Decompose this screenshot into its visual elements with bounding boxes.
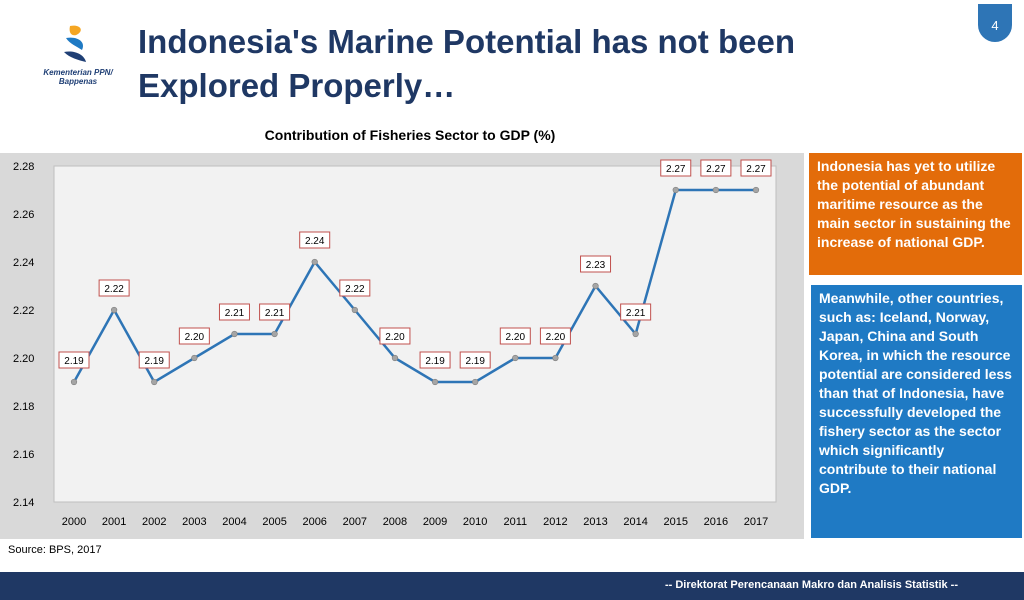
data-label: 2.21 [225,308,245,319]
y-tick-label: 2.16 [13,449,34,461]
data-point [70,378,78,386]
x-tick-label: 2017 [744,516,768,528]
data-label: 2.20 [506,332,526,343]
data-label-box [580,255,612,273]
data-label: 2.21 [265,308,285,319]
data-label-box [58,351,90,369]
data-label-box [539,327,571,345]
y-tick-label: 2.22 [13,305,34,317]
data-label: 2.19 [465,356,485,367]
data-label-box [178,327,210,345]
x-tick-label: 2000 [62,516,86,528]
y-tick-label: 2.28 [13,161,34,173]
x-tick-label: 2014 [623,516,647,528]
data-label: 2.20 [546,332,566,343]
data-point [351,306,358,314]
data-label-box [379,327,411,345]
data-label: 2.27 [666,164,686,175]
y-tick-label: 2.14 [13,497,34,509]
x-tick-label: 2016 [704,516,728,528]
y-tick-label: 2.26 [13,209,34,221]
bappenas-logo: Kementerian PPN/ Bappenas [40,22,116,92]
data-point [231,330,238,338]
y-tick-label: 2.18 [13,401,34,413]
chart-area: 2.14 2.16 2.18 2.20 2.22 2.24 2.26 2.28 2000 2001… [0,153,804,539]
logo-text: Kementerian PPN/ Bappenas [40,68,116,86]
data-point [472,378,479,386]
data-label: 2.22 [104,284,124,295]
data-label-box [700,159,732,177]
data-label-box [299,231,331,249]
data-point [311,258,318,266]
data-point [191,354,198,362]
data-label-box [339,279,371,297]
data-label: 2.19 [145,356,165,367]
data-point [512,354,519,362]
data-label: 2.23 [586,260,606,271]
data-label-box [499,327,531,345]
data-point [271,330,278,338]
data-point [592,282,599,290]
footer-text: -- Direktorat Perencanaan Makro dan Anal… [664,579,958,591]
data-point [632,330,639,338]
data-label: 2.27 [706,164,726,175]
x-tick-label: 2011 [503,516,527,528]
page-number-badge: 4 [978,4,1012,42]
x-tick-label: 2013 [583,516,607,528]
data-label: 2.20 [185,332,205,343]
data-point [391,354,399,362]
y-tick-label: 2.20 [13,353,34,365]
data-label: 2.22 [345,284,365,295]
data-label-box [620,303,652,321]
x-tick-label: 2010 [463,516,487,528]
logo-text-line2: Bappenas [58,77,98,86]
source-note: Source: BPS, 2017 [8,544,102,556]
data-label-box [740,159,772,177]
data-point [752,186,760,194]
data-label-box [459,351,491,369]
x-tick-label: 2007 [343,516,367,528]
data-label: 2.19 [425,356,445,367]
data-label-box [660,159,692,177]
data-label: 2.27 [746,164,766,175]
x-tick-label: 2012 [543,516,567,528]
data-label: 2.20 [385,332,405,343]
data-label-box [218,303,250,321]
data-label-box [98,279,130,297]
data-label-box [419,351,451,369]
data-point [672,186,679,194]
chart-title: Contribution of Fisheries Sector to GDP … [264,127,556,143]
x-tick-label: 2015 [664,516,688,528]
data-point [111,306,118,314]
data-label-box [138,351,170,369]
data-point [431,378,439,386]
x-tick-label: 2001 [102,516,126,528]
line-chart: 2.14 2.16 2.18 2.20 2.22 2.24 2.26 2.28 2000 2001… [13,159,777,528]
page-title: Indonesia's Marine Potential has not bee… [138,23,795,104]
data-label: 2.19 [64,356,84,367]
x-tick-label: 2005 [262,516,286,528]
y-tick-label: 2.24 [13,257,34,269]
blue-callout: Meanwhile, other countries, such as: Ice… [811,285,1022,538]
data-label: 2.24 [305,236,325,247]
logo-text-line1: Kementerian PPN/ [43,68,113,77]
logo-emblem-icon [64,25,86,62]
data-label-box [259,303,291,321]
plot-area [53,165,777,503]
footer-bar: -- Direktorat Perencanaan Makro dan Anal… [0,572,1024,600]
x-tick-label: 2002 [142,516,166,528]
orange-callout: Indonesia has yet to utilize the potenti… [809,153,1022,275]
x-tick-label: 2003 [182,516,206,528]
x-tick-label: 2004 [222,516,246,528]
data-point [151,378,158,386]
x-tick-label: 2008 [383,516,407,528]
data-point [712,186,719,194]
x-tick-label: 2009 [423,516,447,528]
data-point [552,354,559,362]
x-tick-label: 2006 [302,516,326,528]
data-label: 2.21 [626,308,646,319]
